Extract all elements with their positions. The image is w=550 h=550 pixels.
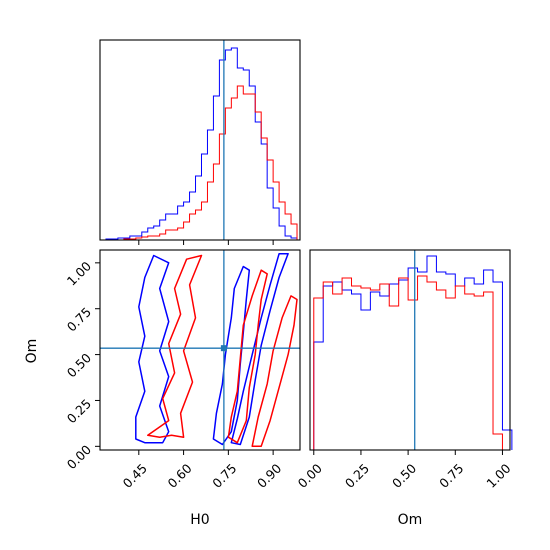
h0-hist-frame [99, 39, 301, 241]
om-hist-xtick-label-3: 0.75 [436, 461, 466, 491]
om-hist-xtick-label-1: 0.25 [342, 461, 372, 491]
contour-series-1-level-0 [147, 254, 203, 438]
contour-ytick-label-4: 1.00 [64, 258, 94, 288]
contour-xtick-label-1: 0.60 [164, 461, 194, 491]
contour-xtick-label-2: 0.75 [209, 461, 239, 491]
om-hist-xtick-label-4: 1.00 [483, 461, 513, 491]
contour-frame [99, 249, 301, 451]
contour-series-0-level-2 [230, 252, 289, 446]
om-hist-xtick-label-2: 0.50 [389, 461, 419, 491]
contour-ytick-label-3: 0.75 [64, 304, 94, 334]
om-hist-xtick-label-0: 0.00 [295, 461, 325, 491]
contour-ytick-label-2: 0.50 [64, 350, 94, 380]
om-hist-series-0-step [313, 255, 513, 450]
x-axis-label-h0: H0 [190, 512, 209, 528]
contour-series-1-level-2 [251, 295, 298, 448]
om-hist-series-1-step [313, 275, 503, 450]
om-marginal-panel: 0.00 0.25 0.50 0.75 1.00 [295, 249, 514, 491]
om-hist-frame [309, 249, 511, 451]
contour-series-1-level-1 [227, 269, 268, 444]
contour-ytick-label-1: 0.25 [64, 396, 94, 426]
contour-xtick-label-0: 0.45 [120, 461, 150, 491]
x-axis-label-om: Om [398, 512, 423, 528]
contour-truth-marker [220, 345, 227, 352]
contour-series-0-level-0 [135, 254, 170, 444]
h0-hist-series-0-step [100, 47, 298, 241]
h0-marginal-panel [99, 39, 301, 245]
contour-xtick-label-3: 0.90 [254, 461, 284, 491]
h0-hist-series-1-step [100, 85, 298, 241]
contour-ytick-label-0: 0.00 [64, 442, 94, 472]
h0-om-contour-panel: 0.45 0.60 0.75 0.90 0.00 0.25 0.50 0.75 1.00 [64, 249, 301, 491]
y-axis-label-om: Om [24, 339, 40, 364]
